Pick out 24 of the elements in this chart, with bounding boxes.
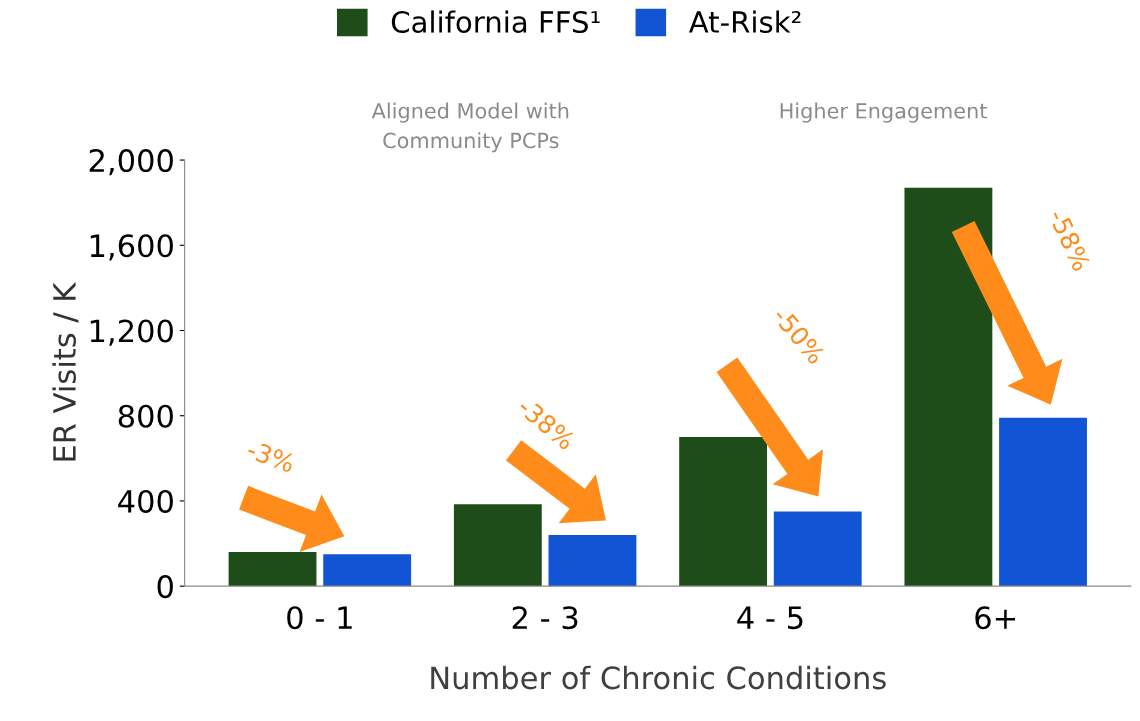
y-tick-label: 1,200 — [90, 319, 173, 346]
x-tick-label: 4 - 5 — [737, 606, 803, 630]
x-axis-title: Number of Chronic Conditions — [431, 665, 886, 690]
x-tick-label: 0 - 1 — [287, 606, 352, 630]
x-tick-label: 6+ — [975, 606, 1015, 630]
y-tick-label: 800 — [118, 404, 173, 428]
bar — [323, 554, 412, 587]
annotation: -3% — [246, 439, 296, 474]
text: Aligned Model with Community PCPs — [371, 102, 569, 153]
annotation: -58% — [1048, 207, 1092, 273]
bar — [453, 504, 542, 587]
y-tick-label: 0 — [157, 575, 173, 599]
x-tick-label: 2 - 3 — [512, 606, 578, 630]
text: Higher Engagement — [780, 102, 987, 123]
bar — [999, 417, 1087, 587]
y-axis-title: ER Visits / K — [52, 281, 79, 461]
bar — [773, 511, 862, 587]
y-tick-label: 400 — [118, 489, 173, 513]
y-tick-label: 1,600 — [90, 234, 173, 261]
y-tick-label: 2,000 — [89, 148, 173, 176]
legend-label: At-Risk² — [688, 10, 801, 33]
bar — [548, 535, 637, 587]
legend-label: California FFS¹ — [391, 10, 600, 33]
bar — [904, 187, 993, 587]
